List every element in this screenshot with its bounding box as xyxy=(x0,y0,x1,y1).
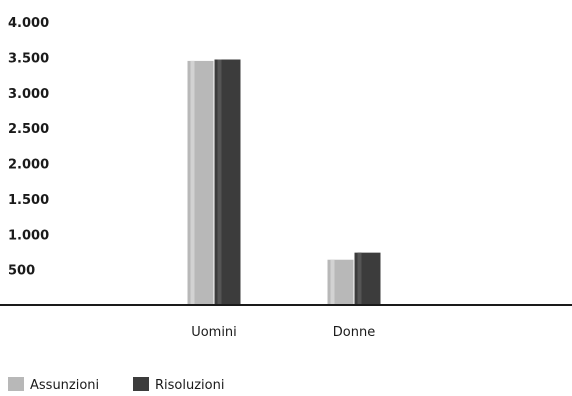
bar-highlight xyxy=(330,259,335,305)
bar-highlight xyxy=(190,60,195,305)
legend-swatch-risoluzioni xyxy=(133,377,149,391)
y-tick-label: 4.000 xyxy=(8,16,49,31)
y-tick-label: 1.500 xyxy=(8,193,49,208)
legend-swatch-assunzioni xyxy=(8,377,24,391)
x-axis-categories: Uomini Donne xyxy=(191,325,375,340)
y-tick-label: 2.500 xyxy=(8,122,49,137)
bar-highlight xyxy=(217,59,222,306)
bars xyxy=(187,59,381,306)
x-category-label: Uomini xyxy=(191,325,237,340)
x-category-label: Donne xyxy=(333,325,375,340)
y-tick-label: 500 xyxy=(8,264,35,279)
bar-highlight xyxy=(357,252,362,305)
y-tick-label: 3.500 xyxy=(8,51,49,66)
y-tick-label: 2.000 xyxy=(8,158,49,173)
legend-label-assunzioni: Assunzioni xyxy=(30,378,99,393)
y-tick-label: 1.000 xyxy=(8,228,49,243)
y-axis-ticks: 500 1.000 1.500 2.000 2.500 3.000 3.500 4.000 xyxy=(8,16,49,279)
legend: Assunzioni Risoluzioni xyxy=(8,377,224,393)
y-tick-label: 3.000 xyxy=(8,87,49,102)
legend-label-risoluzioni: Risoluzioni xyxy=(155,378,224,393)
